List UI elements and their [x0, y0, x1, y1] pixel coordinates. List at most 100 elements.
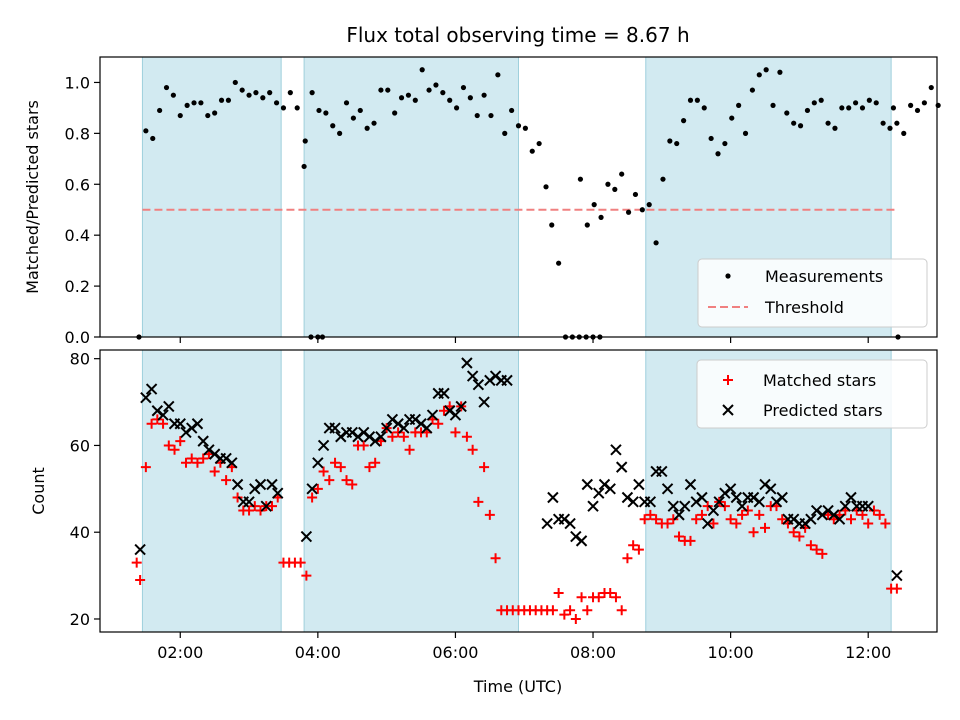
- matched-star-point: [651, 514, 662, 525]
- measurement-point: [212, 110, 218, 116]
- x-tick-label: 12:00: [845, 643, 891, 662]
- matched-star-point: [387, 431, 398, 442]
- x-tick-label: 08:00: [570, 643, 616, 662]
- matched-star-point: [221, 475, 232, 486]
- measurement-point: [612, 186, 618, 192]
- predicted-star-point: [765, 483, 777, 495]
- predicted-star-point: [472, 379, 485, 391]
- matched-star-point: [192, 457, 203, 468]
- matched-star-point: [719, 501, 730, 512]
- top-y-axis-label: Matched/Predicted stars: [23, 100, 42, 294]
- measurement-point: [392, 110, 398, 116]
- measurement-point: [509, 107, 515, 114]
- matched-star-point: [582, 605, 593, 616]
- predicted-star-point: [805, 513, 817, 525]
- chart-title: Flux total observing time = 8.67 h: [346, 23, 689, 47]
- predicted-star-point: [134, 543, 146, 556]
- measurement-point: [694, 97, 700, 103]
- measurement-point: [818, 97, 824, 103]
- predicted-star-point: [547, 491, 559, 504]
- predicted-star-point: [724, 483, 737, 495]
- measurement-point: [191, 100, 197, 106]
- measurement-point: [784, 110, 790, 116]
- legend-threshold-label: Threshold: [764, 298, 844, 317]
- measurement-point: [839, 105, 845, 111]
- predicted-star-point: [478, 396, 490, 408]
- predicted-star-point: [449, 409, 462, 421]
- matched-star-point: [811, 544, 822, 555]
- measurement-point: [143, 128, 149, 134]
- measurement-point: [405, 92, 412, 98]
- matched-star-point: [249, 501, 260, 512]
- measurement-point: [301, 163, 307, 170]
- matched-star-point: [874, 509, 885, 520]
- predicted-star-point: [673, 509, 685, 521]
- measurement-point: [350, 115, 356, 121]
- matched-star-point: [610, 592, 621, 603]
- matched-star-point: [605, 587, 616, 598]
- matched-star-point: [662, 518, 673, 529]
- measurement-point: [184, 102, 190, 108]
- y-tick-label: 60: [70, 436, 90, 455]
- matched-star-point: [450, 427, 461, 438]
- measurement-point: [453, 105, 460, 111]
- predicted-star-point: [312, 457, 324, 469]
- measurement-point: [177, 112, 183, 119]
- predicted-star-point: [891, 569, 903, 582]
- matched-star-point: [140, 462, 151, 473]
- matched-star-point: [490, 553, 501, 564]
- measurement-point: [246, 92, 252, 98]
- predicted-star-point: [696, 491, 708, 504]
- matched-star-point: [817, 548, 828, 559]
- measurement-point: [928, 84, 934, 91]
- predicted-star-point: [541, 517, 553, 530]
- measurement-point: [467, 95, 473, 101]
- matched-star-point: [628, 540, 639, 551]
- predicted-star-point: [656, 465, 668, 478]
- measurement-point: [157, 107, 163, 114]
- legend-predicted-marker: [722, 404, 734, 416]
- matched-star-point: [696, 509, 707, 520]
- predicted-star-point: [667, 500, 679, 512]
- measurement-point: [150, 135, 156, 142]
- matched-star-point: [266, 501, 277, 512]
- measurement-point: [770, 102, 776, 108]
- measurement-point: [522, 125, 528, 131]
- measurement-point: [756, 72, 762, 78]
- matched-star-point: [868, 505, 879, 516]
- measurement-point: [549, 222, 555, 228]
- predicted-star-point: [157, 409, 169, 421]
- measurement-point: [398, 95, 405, 101]
- bottom-plot-frame: [99, 349, 938, 633]
- predicted-star-point: [329, 422, 341, 434]
- matched-star-point: [760, 522, 771, 533]
- predicted-star-point: [684, 478, 697, 491]
- measurement-point: [543, 184, 549, 190]
- matched-star-point: [674, 531, 685, 542]
- y-tick-label: 0.4: [65, 226, 90, 245]
- matched-star-point: [244, 505, 255, 516]
- measurement-point: [901, 130, 907, 136]
- matched-star-point: [547, 605, 558, 616]
- x-tick-label: 06:00: [432, 643, 478, 662]
- predicted-star-point: [679, 500, 691, 512]
- measurement-point: [859, 105, 866, 111]
- matched-star-point: [559, 609, 570, 620]
- predicted-star-point: [604, 483, 616, 495]
- matched-star-point: [565, 605, 576, 616]
- measurement-point: [330, 123, 336, 129]
- matched-star-point: [616, 605, 627, 616]
- predicted-star-point: [272, 487, 284, 499]
- predicted-star-point: [839, 500, 851, 512]
- matched-star-point: [467, 444, 478, 455]
- measurement-point: [763, 67, 769, 73]
- matched-star-point: [301, 570, 312, 581]
- predicted-star-point: [845, 491, 857, 504]
- predicted-star-point: [627, 496, 639, 508]
- legend-matched-label: Matched stars: [763, 371, 876, 390]
- matched-stars-points: [131, 401, 902, 624]
- predicted-stars-points: [134, 357, 903, 582]
- measurement-point: [797, 123, 804, 129]
- matched-star-point: [209, 466, 220, 477]
